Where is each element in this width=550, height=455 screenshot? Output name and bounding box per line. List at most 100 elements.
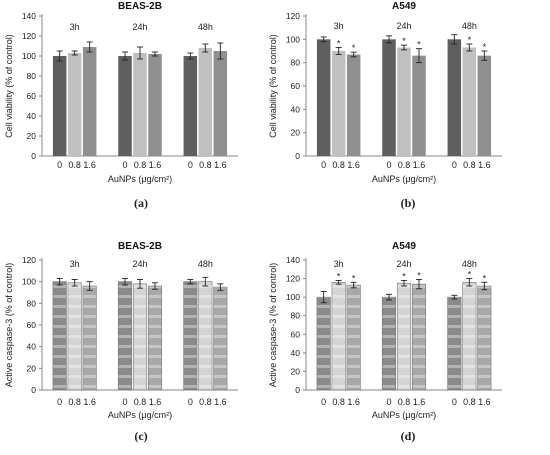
x-tick-label: 0.8 — [332, 160, 345, 170]
x-tick-label: 0.8 — [332, 397, 345, 407]
x-tick-label: 0 — [321, 397, 326, 407]
group-label: 24h — [132, 22, 147, 32]
bar — [148, 54, 162, 156]
y-tick-label: 120 — [286, 274, 300, 284]
caption-c: (c) — [134, 429, 148, 443]
bar — [346, 54, 361, 156]
x-axis-label: AuNPs (μg/cm²) — [372, 174, 436, 184]
y-tick-label: 100 — [286, 292, 300, 302]
significance-marker: * — [417, 40, 421, 50]
x-tick-label: 1.6 — [149, 397, 162, 407]
x-tick-label: 0 — [452, 160, 457, 170]
x-tick-label: 0 — [321, 160, 326, 170]
bar — [411, 283, 427, 391]
significance-marker: * — [402, 271, 406, 281]
bar — [396, 282, 412, 391]
y-tick-label: 0 — [31, 151, 36, 161]
y-tick-label: 140 — [286, 255, 300, 265]
group-label: 48h — [462, 21, 477, 31]
group-label: 3h — [70, 22, 80, 32]
y-tick-label: 40 — [291, 104, 301, 114]
x-tick-label: 0.8 — [463, 397, 476, 407]
y-tick-label: 60 — [27, 320, 37, 330]
bar — [447, 39, 462, 157]
y-tick-label: 100 — [22, 51, 36, 61]
y-tick-label: 40 — [27, 342, 37, 352]
x-tick-label: 1.6 — [149, 160, 162, 170]
bar — [82, 285, 97, 391]
y-tick-label: 0 — [295, 385, 300, 395]
caption-d: (d) — [400, 429, 416, 443]
bar — [147, 285, 163, 391]
x-tick-label: 0 — [452, 397, 457, 407]
bar — [462, 47, 477, 156]
bar — [316, 296, 331, 391]
bar — [52, 56, 67, 156]
x-tick-label: 0 — [188, 397, 193, 407]
chart-title: BEAS-2B — [118, 1, 162, 12]
x-tick-label: 0.8 — [199, 397, 212, 407]
group-label: 3h — [334, 259, 344, 269]
x-tick-label: 1.6 — [214, 160, 227, 170]
group-label: 48h — [198, 259, 213, 269]
bar — [331, 51, 346, 156]
x-tick-label: 0 — [122, 397, 127, 407]
y-tick-label: 80 — [27, 298, 37, 308]
bar — [346, 284, 361, 391]
y-axis-label: Active caspase-3 (% of control) — [4, 263, 14, 388]
bar — [382, 39, 396, 157]
x-tick-label: 0.8 — [134, 160, 147, 170]
bar — [118, 56, 132, 156]
bar — [183, 56, 198, 156]
y-tick-label: 60 — [27, 91, 37, 101]
y-tick-label: 100 — [286, 34, 300, 44]
significance-marker: * — [417, 271, 421, 281]
bar — [213, 51, 228, 156]
bar — [198, 48, 213, 156]
x-tick-label: 0.8 — [398, 160, 411, 170]
y-tick-label: 120 — [22, 255, 36, 265]
bar — [316, 39, 331, 157]
significance-marker: * — [483, 273, 487, 283]
y-tick-label: 20 — [291, 128, 301, 138]
x-tick-label: 1.6 — [413, 160, 426, 170]
group-label: 24h — [396, 259, 411, 269]
y-tick-label: 120 — [22, 31, 36, 41]
x-axis-label: AuNPs (μg/cm²) — [108, 174, 172, 184]
y-tick-label: 20 — [291, 366, 301, 376]
x-tick-label: 0.8 — [398, 397, 411, 407]
x-axis-label: AuNPs (μg/cm²) — [108, 410, 172, 420]
x-tick-label: 1.6 — [214, 397, 227, 407]
significance-marker: * — [402, 36, 406, 46]
x-tick-label: 0.8 — [68, 160, 81, 170]
x-tick-label: 0.8 — [463, 160, 476, 170]
significance-marker: * — [352, 273, 356, 283]
bar — [183, 281, 198, 391]
significance-marker: * — [483, 42, 487, 52]
bar — [67, 53, 82, 156]
bar — [213, 286, 228, 391]
y-tick-label: 40 — [27, 111, 37, 121]
y-tick-label: 20 — [27, 363, 37, 373]
bar — [477, 55, 492, 156]
significance-marker: * — [352, 43, 356, 53]
significance-marker: * — [337, 39, 341, 49]
x-tick-label: 0 — [57, 397, 62, 407]
x-tick-label: 0 — [386, 160, 391, 170]
bar — [117, 281, 133, 391]
bar — [381, 296, 397, 391]
x-tick-label: 0.8 — [134, 397, 147, 407]
bar — [198, 281, 213, 391]
group-label: 24h — [132, 259, 147, 269]
x-tick-label: 1.6 — [83, 397, 96, 407]
significance-marker: * — [337, 271, 341, 281]
bar — [132, 283, 148, 391]
group-label: 48h — [462, 259, 477, 269]
bar — [331, 281, 346, 391]
bar — [462, 281, 477, 391]
x-tick-label: 1.6 — [413, 397, 426, 407]
y-tick-label: 120 — [286, 11, 300, 21]
y-tick-label: 140 — [22, 11, 36, 21]
